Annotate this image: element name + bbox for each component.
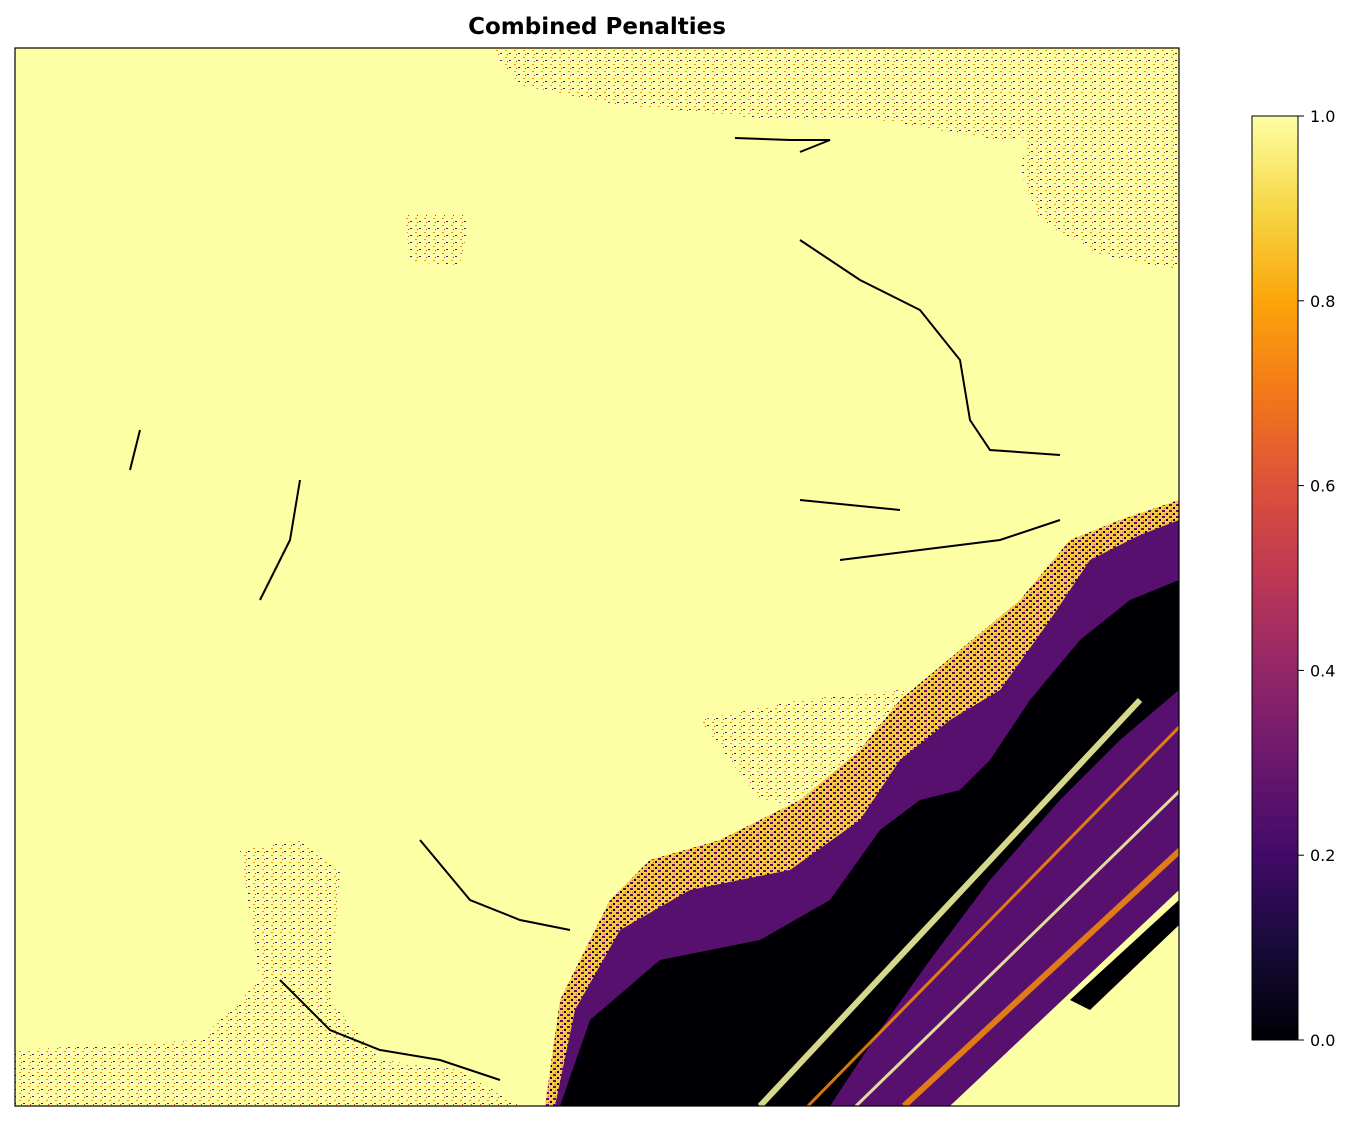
colorbar-tick-label: 1.0 (1310, 107, 1335, 126)
heatmap-region-speckled (1020, 120, 1179, 270)
colorbar (1251, 115, 1299, 1041)
heatmap-region-zero (560, 580, 1179, 1106)
colorbar-tick-label: 0.2 (1310, 846, 1335, 865)
colorbar-tick-label: 0.8 (1310, 292, 1335, 311)
heatmap-region-speckled (490, 48, 1179, 140)
colorbar-tick-label: 0.4 (1310, 661, 1335, 680)
plot-frame (14, 47, 1180, 1107)
heatmap-dark-ridge (1070, 900, 1179, 1010)
heatmap-stripe (901, 847, 1179, 1106)
chart-title: Combined Penalties (468, 14, 726, 40)
heatmap-river-line (799, 239, 1061, 456)
heatmap-river-line (279, 979, 501, 1081)
colorbar-tick-label: 0.6 (1310, 477, 1335, 496)
heatmap-river-line (419, 839, 571, 931)
heatmap-stripe (806, 725, 1179, 1106)
heatmap-region-speckled (405, 215, 470, 265)
heatmap-region-speckled (15, 840, 520, 1106)
heatmap-river-line (129, 429, 301, 601)
heatmap-river-line (799, 499, 1061, 561)
heatmap-stripe (757, 697, 1143, 1106)
heatmap-stripe (854, 789, 1179, 1106)
heatmap-region-high-corner (950, 890, 1179, 1106)
heatmap-river-line (734, 137, 831, 153)
colorbar-tick-label: 0.0 (1310, 1031, 1335, 1050)
